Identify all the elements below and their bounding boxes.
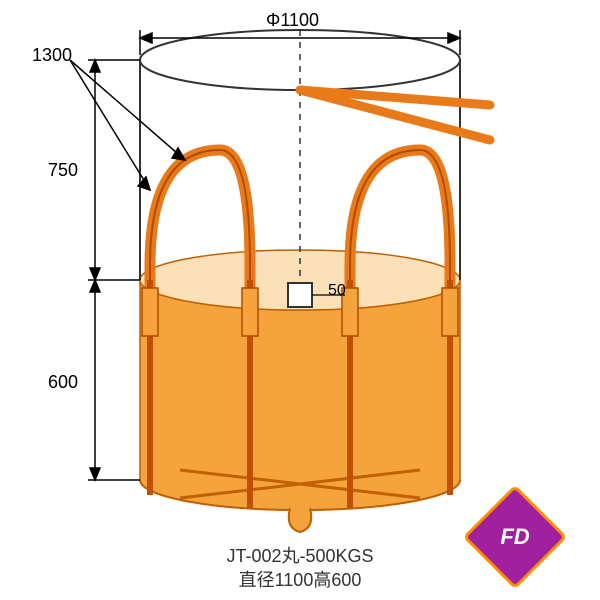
label-1300: 1300: [32, 45, 72, 66]
dim-heights: [88, 60, 140, 480]
label-diameter: Φ1100: [266, 10, 319, 31]
logo-text: FD: [478, 500, 552, 574]
brand-logo: FD: [478, 500, 552, 574]
label-600: 600: [48, 372, 78, 393]
diagram-stage: Φ1100 1300 750 600 50 JT-002丸-500KGS 直径1…: [0, 0, 600, 600]
label-750: 750: [48, 160, 78, 181]
label-50: 50: [328, 282, 346, 300]
center-patch: [288, 283, 312, 307]
